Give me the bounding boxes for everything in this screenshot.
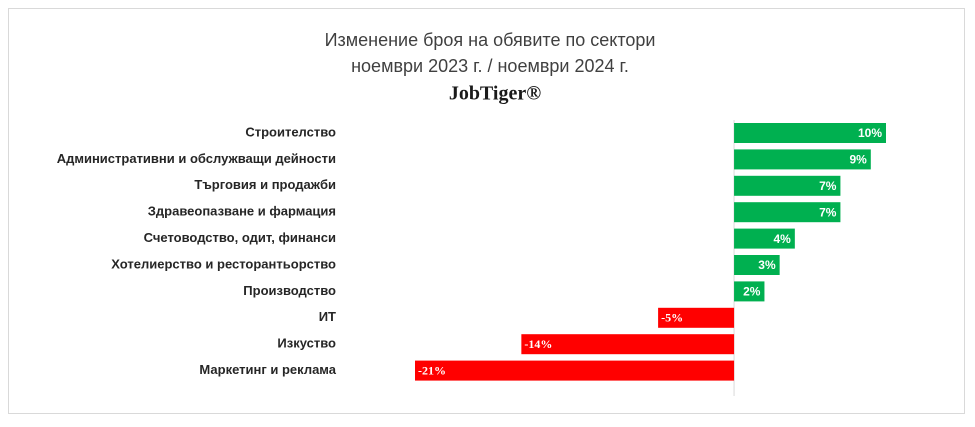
value-label: 4%: [773, 232, 791, 246]
category-label: Счетоводство, одит, финанси: [144, 230, 336, 245]
category-label: ИТ: [319, 309, 336, 324]
category-label: Хотелиерство и ресторантьорство: [111, 256, 336, 271]
bar: [415, 360, 735, 381]
value-label: -14%: [524, 337, 552, 351]
bar: [734, 202, 841, 223]
category-label: Производство: [243, 283, 336, 298]
bar: [734, 123, 886, 143]
value-label: 7%: [819, 179, 837, 193]
bar: [734, 281, 765, 302]
bar: [734, 175, 841, 196]
value-label: 10%: [858, 126, 882, 140]
brand: JobTiger®: [449, 83, 541, 105]
bar: [734, 228, 795, 249]
category-label: Търговия и продажби: [194, 177, 336, 192]
value-label: -5%: [661, 311, 683, 325]
category-label: Изкуство: [277, 336, 336, 351]
value-label: -21%: [418, 363, 446, 377]
category-label: Здравеопазване и фармация: [148, 204, 336, 219]
bar: [734, 149, 871, 170]
value-label: 7%: [819, 205, 837, 219]
bar: [734, 255, 780, 275]
value-label: 3%: [758, 258, 776, 272]
category-label: Маркетинг и реклама: [199, 362, 336, 377]
chart-title: Изменение броя на обявите по сектори: [325, 30, 656, 50]
chart-subtitle: ноември 2023 г. / ноември 2024 г.: [351, 56, 629, 76]
category-label: Строителство: [245, 124, 336, 139]
category-label: Административни и обслужващи дейности: [57, 151, 336, 166]
value-label: 9%: [849, 153, 867, 167]
bar: [521, 334, 735, 355]
bar: [658, 307, 735, 328]
value-label: 2%: [743, 285, 761, 299]
